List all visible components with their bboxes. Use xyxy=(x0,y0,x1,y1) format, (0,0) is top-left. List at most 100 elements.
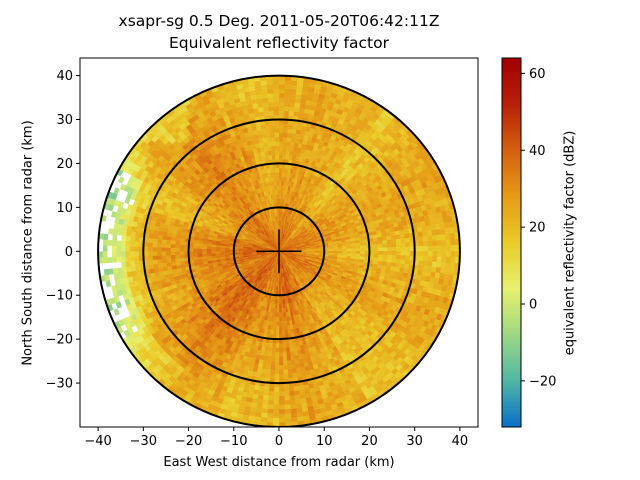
radar-bin xyxy=(404,263,410,270)
radar-bin xyxy=(267,400,274,406)
radar-bin xyxy=(278,404,285,410)
radar-bin xyxy=(272,413,280,419)
radar-bin xyxy=(405,246,411,252)
radar-bin xyxy=(373,251,379,255)
radar-bin xyxy=(290,355,295,361)
radar-bin xyxy=(441,256,447,263)
radar-bin xyxy=(400,242,406,248)
radar-bin xyxy=(426,266,433,273)
radar-bin xyxy=(270,356,276,362)
radar-bin xyxy=(355,245,361,249)
radar-bin xyxy=(294,98,302,104)
radar-bin xyxy=(423,255,429,262)
radar-bin xyxy=(284,329,289,335)
radar-bin xyxy=(396,242,402,248)
radar-bin xyxy=(431,261,438,268)
radar-bin xyxy=(276,312,280,318)
radar-bin xyxy=(285,342,290,348)
radar-bin xyxy=(287,373,293,379)
radar-bin xyxy=(290,408,297,414)
radar-bin xyxy=(275,325,280,331)
radar-bin xyxy=(346,251,352,254)
radar-bin xyxy=(278,97,285,103)
radar-bin xyxy=(258,390,265,396)
radar-bin xyxy=(278,101,285,107)
radar-bin xyxy=(265,369,271,375)
radar-bin xyxy=(282,132,288,138)
radar-bin xyxy=(387,254,393,260)
radar-bin xyxy=(390,235,397,241)
radar-bin xyxy=(281,321,285,327)
radar-bin xyxy=(268,391,275,397)
radar-bin xyxy=(278,172,283,177)
radar-bin xyxy=(271,343,276,349)
radar-bin xyxy=(284,79,292,85)
radar-bin xyxy=(445,262,451,269)
radar-bin xyxy=(449,233,456,240)
radar-bin xyxy=(405,251,411,256)
radar-bin xyxy=(351,251,357,255)
radar-bin xyxy=(440,262,447,269)
radar-bin xyxy=(275,352,280,357)
radar-bin xyxy=(387,251,393,256)
radar-bin xyxy=(432,245,438,252)
radar-bin xyxy=(291,368,297,374)
radar-bin xyxy=(422,230,428,237)
radar-bin xyxy=(278,417,286,423)
radar-bin xyxy=(378,244,384,249)
radar-bin xyxy=(267,351,272,357)
radar-bin xyxy=(427,251,433,257)
radar-bin xyxy=(278,106,285,112)
radar-bin xyxy=(278,123,284,129)
radar-bin xyxy=(382,247,388,252)
radar-bin xyxy=(278,154,283,160)
radar-bin xyxy=(272,329,277,335)
radar-bin xyxy=(436,251,443,258)
radar-bin xyxy=(288,390,295,397)
radar-bin xyxy=(386,235,392,241)
radar-bin xyxy=(286,132,292,138)
radar-bin xyxy=(280,308,284,313)
radar-bin xyxy=(268,395,274,401)
radar-bin xyxy=(284,400,291,406)
radar-bin xyxy=(290,80,298,86)
radar-bin xyxy=(288,106,295,112)
radar-bin xyxy=(427,240,433,247)
radar-bin xyxy=(436,261,442,269)
radar-bin xyxy=(337,246,343,250)
radar-bin xyxy=(257,394,264,401)
radar-bin xyxy=(289,403,297,410)
radar-bin xyxy=(441,239,447,246)
radar-bin xyxy=(278,400,285,406)
radar-bin xyxy=(278,303,282,309)
radar-bin xyxy=(293,106,300,113)
radar-bin xyxy=(284,97,291,103)
radar-bin xyxy=(432,251,438,257)
radar-bin xyxy=(387,243,393,248)
radar-bin xyxy=(278,79,286,85)
radar-bin xyxy=(287,128,293,134)
radar-bin xyxy=(418,255,424,262)
radar-bin xyxy=(281,325,285,331)
radar-bin xyxy=(278,299,282,305)
radar-bin xyxy=(260,417,268,423)
radar-bin xyxy=(278,365,284,371)
radar-bin xyxy=(314,249,320,252)
radar-bin xyxy=(391,247,397,252)
radar-bin xyxy=(431,266,437,273)
radar-bin xyxy=(271,351,276,357)
radar-bin xyxy=(266,413,274,419)
radar-bin xyxy=(422,235,429,242)
radar-bin xyxy=(282,365,288,371)
radar-bin xyxy=(431,234,438,242)
radar-bin xyxy=(284,417,292,423)
radar-bin xyxy=(283,106,290,112)
radar-bin xyxy=(391,243,397,248)
radar-bin xyxy=(289,395,296,401)
radar-bin xyxy=(391,254,397,260)
radar-bin xyxy=(289,93,297,99)
radar-bin xyxy=(283,386,290,392)
radar-bin xyxy=(287,369,293,375)
radar-bin xyxy=(278,128,284,133)
radar-bin xyxy=(378,254,384,259)
